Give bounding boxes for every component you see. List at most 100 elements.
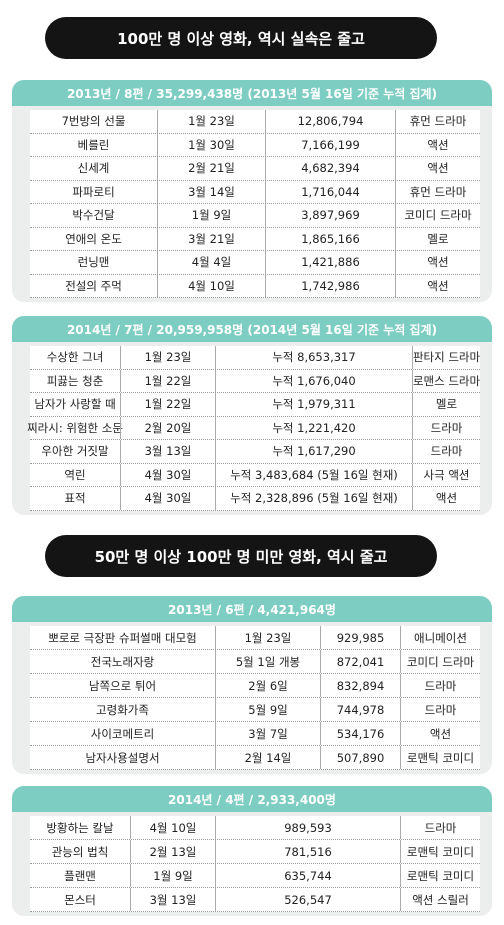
table-row: 박수건달 1월 9일 3,897,969 코미디 드라마 bbox=[30, 204, 480, 228]
table-cell: 역린 bbox=[64, 467, 86, 482]
table-cell: 507,890 bbox=[320, 746, 400, 769]
table-cell: 1월 23일 bbox=[157, 110, 265, 133]
table-cell: 929,985 bbox=[320, 626, 400, 649]
table-cell: 4월 10일 bbox=[157, 274, 265, 297]
table-cell: 드라마 bbox=[400, 674, 480, 697]
table-cell: 4,682,394 bbox=[265, 157, 395, 180]
table-cell: 635,744 bbox=[215, 864, 400, 887]
table-cell: 런닝맨 bbox=[77, 255, 110, 270]
table-row: 우아한 거짓말 3월 13일 누적 1,617,290 드라마 bbox=[30, 440, 480, 464]
table-cell: 관능의 법칙 bbox=[51, 844, 109, 859]
table-cell: 1월 9일 bbox=[157, 204, 265, 227]
table: 7번방의 선물 1월 23일 12,806,794 휴먼 드라마 베를린 1월 30일 7,… bbox=[30, 110, 480, 298]
table-cell: 액션 bbox=[400, 722, 480, 745]
table-cell: 박수건달 bbox=[72, 208, 115, 223]
table-row: 베를린 1월 30일 7,166,199 액션 bbox=[30, 133, 480, 157]
table-cell: 드라마 bbox=[412, 416, 480, 439]
section-banner: 100만 명 이상 영화, 역시 실속은 줄고 bbox=[45, 17, 437, 59]
table-cell: 드라마 bbox=[412, 440, 480, 463]
table-cell: 1,716,044 bbox=[265, 180, 395, 203]
table-row: 사이코메트리 3월 7일 534,176 액션 bbox=[30, 722, 480, 746]
table-cell: 신세계 bbox=[77, 161, 110, 176]
table-row: 수상한 그녀 1월 23일 누적 8,653,317 판타지 드라마 bbox=[30, 346, 480, 370]
table-row: 남자사용설명서 2월 14일 507,890 로맨틱 코미디 bbox=[30, 746, 480, 770]
table-cell: 몬스터 bbox=[64, 892, 96, 907]
table-cell: 3,897,969 bbox=[265, 204, 395, 227]
table-cell: 파파로티 bbox=[72, 184, 115, 199]
table-cell: 액션 bbox=[395, 274, 480, 297]
table-cell: 누적 8,653,317 bbox=[215, 346, 412, 369]
table-cell: 3월 14일 bbox=[157, 180, 265, 203]
table-cell: 7,166,199 bbox=[265, 133, 395, 156]
section-header: 2013년 / 8편 / 35,299,438명 (2013년 5월 16일 기… bbox=[12, 80, 492, 106]
table-cell: 1월 30일 bbox=[157, 133, 265, 156]
table-cell: 5월 1일 개봉 bbox=[215, 650, 320, 673]
table-cell: 3월 21일 bbox=[157, 227, 265, 250]
table-cell: 누적 1,617,290 bbox=[215, 440, 412, 463]
table-cell: 멜로 bbox=[395, 227, 480, 250]
table-cell: 남자사용설명서 bbox=[85, 750, 160, 765]
table-row: 전설의 주먹 4월 10일 1,742,986 액션 bbox=[30, 274, 480, 298]
table-cell: 누적 1,676,040 bbox=[215, 369, 412, 392]
table: 방황하는 칼날 4월 10일 989,593 드라마 관능의 법칙 2월 13일 781,5… bbox=[30, 816, 480, 912]
table-cell: 액션 bbox=[412, 487, 480, 510]
table-row: 몬스터 3월 13일 526,547 액션 스릴러 bbox=[30, 888, 480, 912]
table-cell: 휴먼 드라마 bbox=[395, 180, 480, 203]
table-cell: 989,593 bbox=[215, 816, 400, 839]
table-cell: 3월 7일 bbox=[215, 722, 320, 745]
table-cell: 남자가 사랑할 때 bbox=[34, 397, 116, 412]
table-cell: 5월 9일 bbox=[215, 698, 320, 721]
table-row: 7번방의 선물 1월 23일 12,806,794 휴먼 드라마 bbox=[30, 110, 480, 134]
table-cell: 7번방의 선물 bbox=[61, 114, 126, 129]
table-cell: 12,806,794 bbox=[265, 110, 395, 133]
table: 수상한 그녀 1월 23일 누적 8,653,317 판타지 드라마 피끓는 청춘 1월 … bbox=[27, 346, 480, 511]
table-row: 파파로티 3월 14일 1,716,044 휴먼 드라마 bbox=[30, 180, 480, 204]
table-cell: 4월 4일 bbox=[157, 251, 265, 274]
table-row: 역린 4월 30일 누적 3,483,684 (5월 16일 현재) 사극 액션 bbox=[30, 463, 480, 487]
table-row: 신세계 2월 21일 4,682,394 액션 bbox=[30, 157, 480, 181]
table-cell: 누적 1,979,311 bbox=[215, 393, 412, 416]
section-banner: 50만 명 이상 100만 명 미만 영화, 역시 줄고 bbox=[45, 535, 437, 577]
table-cell: 1월 23일 bbox=[215, 626, 320, 649]
table-cell: 전설의 주먹 bbox=[65, 278, 122, 293]
table-cell: 로맨틱 코미디 bbox=[400, 864, 480, 887]
table-cell: 1월 23일 bbox=[120, 346, 215, 369]
table-row: 찌라시: 위험한 소문 2월 20일 누적 1,221,420 드라마 bbox=[27, 416, 480, 440]
table-row: 방황하는 칼날 4월 10일 989,593 드라마 bbox=[30, 816, 480, 840]
table-cell: 찌라시: 위험한 소문 bbox=[27, 420, 123, 435]
table-cell: 피끓는 청춘 bbox=[46, 373, 104, 388]
table-cell: 남쪽으로 튀어 bbox=[88, 678, 157, 693]
table-cell: 사이코메트리 bbox=[90, 726, 155, 741]
table-cell: 534,176 bbox=[320, 722, 400, 745]
table-cell: 드라마 bbox=[400, 698, 480, 721]
table-cell: 1월 22일 bbox=[120, 393, 215, 416]
table-cell: 2월 21일 bbox=[157, 157, 265, 180]
table-cell: 액션 bbox=[395, 251, 480, 274]
table-row: 남쪽으로 튀어 2월 6일 832,894 드라마 bbox=[30, 674, 480, 698]
table-cell: 4월 30일 bbox=[120, 487, 215, 510]
table-cell: 연애의 온도 bbox=[65, 231, 122, 246]
table-row: 뽀로로 극장판 슈퍼썰매 대모험 1월 23일 929,985 애니메이션 bbox=[30, 626, 480, 650]
section-header: 2014년 / 7편 / 20,959,958명 (2014년 5월 16일 기… bbox=[12, 316, 492, 342]
table-cell: 멜로 bbox=[412, 393, 480, 416]
table-cell: 우아한 거짓말 bbox=[41, 444, 109, 459]
table-cell: 표적 bbox=[64, 491, 86, 506]
table-cell: 플랜맨 bbox=[64, 868, 96, 883]
table-cell: 872,041 bbox=[320, 650, 400, 673]
table-cell: 액션 스릴러 bbox=[400, 888, 480, 911]
table-cell: 744,978 bbox=[320, 698, 400, 721]
table-cell: 드라마 bbox=[400, 816, 480, 839]
table-cell: 1,865,166 bbox=[265, 227, 395, 250]
table-cell: 액션 bbox=[395, 157, 480, 180]
table-cell: 2월 14일 bbox=[215, 746, 320, 769]
table-row: 남자가 사랑할 때 1월 22일 누적 1,979,311 멜로 bbox=[30, 393, 480, 417]
table-cell: 휴먼 드라마 bbox=[395, 110, 480, 133]
table-row: 피끓는 청춘 1월 22일 누적 1,676,040 로맨스 드라마 bbox=[30, 369, 480, 393]
table-cell: 베를린 bbox=[77, 137, 110, 152]
table-row: 관능의 법칙 2월 13일 781,516 로맨틱 코미디 bbox=[30, 840, 480, 864]
table-cell: 781,516 bbox=[215, 840, 400, 863]
table-cell: 전국노래자랑 bbox=[90, 654, 155, 669]
table-cell: 로맨틱 코미디 bbox=[400, 746, 480, 769]
